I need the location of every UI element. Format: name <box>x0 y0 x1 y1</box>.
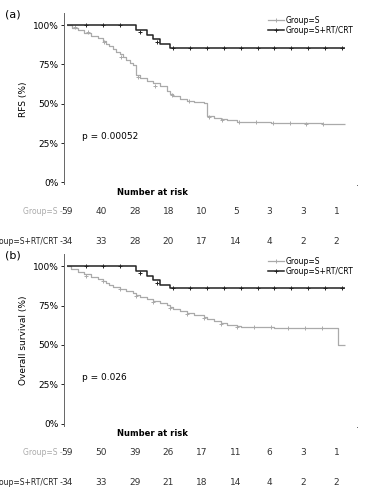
Text: p = 0.026: p = 0.026 <box>82 373 126 382</box>
Text: Group=S+RT/CRT -: Group=S+RT/CRT - <box>0 478 63 487</box>
Text: 26: 26 <box>163 448 174 457</box>
X-axis label: Time: Time <box>199 444 221 453</box>
Text: (b): (b) <box>5 250 21 260</box>
Y-axis label: Overall survival (%): Overall survival (%) <box>19 296 29 385</box>
Text: 40: 40 <box>96 207 107 216</box>
Text: 5: 5 <box>233 207 239 216</box>
Y-axis label: RFS (%): RFS (%) <box>19 81 29 116</box>
Text: Group=S+RT/CRT -: Group=S+RT/CRT - <box>0 237 63 246</box>
Legend: Group=S, Group=S+RT/CRT: Group=S, Group=S+RT/CRT <box>267 14 355 36</box>
Text: 2: 2 <box>334 237 340 246</box>
Text: Number at risk: Number at risk <box>117 188 188 196</box>
Text: 34: 34 <box>62 478 73 487</box>
X-axis label: Time: Time <box>199 203 221 212</box>
Text: 6: 6 <box>266 448 272 457</box>
Text: 20: 20 <box>163 237 174 246</box>
Text: 11: 11 <box>230 448 242 457</box>
Text: 2: 2 <box>300 478 306 487</box>
Text: 21: 21 <box>163 478 174 487</box>
Text: 18: 18 <box>163 207 174 216</box>
Text: 33: 33 <box>95 237 107 246</box>
Text: 14: 14 <box>230 237 242 246</box>
Text: 1: 1 <box>334 207 340 216</box>
Text: 10: 10 <box>196 207 208 216</box>
Text: 50: 50 <box>95 448 107 457</box>
Text: 59: 59 <box>61 207 73 216</box>
Text: 2: 2 <box>334 478 340 487</box>
Text: 33: 33 <box>95 478 107 487</box>
Text: Group=S -: Group=S - <box>23 448 63 457</box>
Text: 39: 39 <box>129 448 141 457</box>
Text: 18: 18 <box>196 478 208 487</box>
Text: 28: 28 <box>129 207 141 216</box>
Text: 28: 28 <box>129 237 141 246</box>
Text: 2: 2 <box>300 237 306 246</box>
Text: 17: 17 <box>196 237 208 246</box>
Text: 34: 34 <box>62 237 73 246</box>
Text: 3: 3 <box>266 207 272 216</box>
Text: 1: 1 <box>334 448 340 457</box>
Text: 4: 4 <box>266 478 272 487</box>
Text: 59: 59 <box>61 448 73 457</box>
Text: Group=S -: Group=S - <box>23 207 63 216</box>
Text: 17: 17 <box>196 448 208 457</box>
Text: (a): (a) <box>5 9 21 19</box>
Text: 14: 14 <box>230 478 242 487</box>
Text: 4: 4 <box>266 237 272 246</box>
Text: 29: 29 <box>129 478 141 487</box>
Text: 3: 3 <box>300 448 306 457</box>
Text: 3: 3 <box>300 207 306 216</box>
Legend: Group=S, Group=S+RT/CRT: Group=S, Group=S+RT/CRT <box>267 256 355 278</box>
Text: p = 0.00052: p = 0.00052 <box>82 132 138 141</box>
Text: Number at risk: Number at risk <box>117 429 188 438</box>
